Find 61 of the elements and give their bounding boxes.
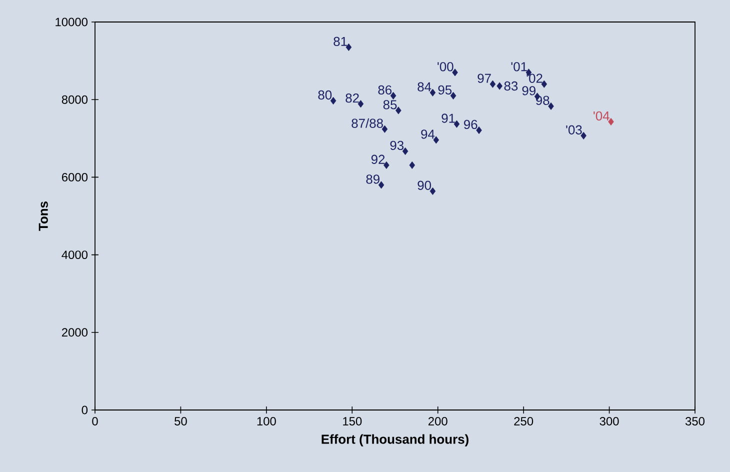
point — [346, 43, 352, 51]
annotation: 85 — [383, 100, 397, 110]
point — [496, 82, 502, 90]
point — [330, 96, 336, 105]
point — [476, 126, 482, 134]
point — [454, 120, 460, 128]
point — [541, 80, 548, 88]
y-axis-title: Tons — [38, 202, 48, 231]
annotation: 94 — [421, 130, 435, 139]
annotation: '00 — [438, 62, 454, 72]
annotation: '01 — [511, 62, 527, 72]
annotation: 95 — [438, 85, 452, 95]
annotation: 84 — [418, 82, 432, 92]
point — [430, 187, 436, 195]
annotation: 96 — [464, 120, 478, 130]
annotation: 93 — [390, 140, 404, 150]
point — [390, 92, 396, 100]
x-tick-label: 150 — [343, 417, 362, 426]
point — [433, 136, 440, 144]
y-tick-label: 2000 — [62, 328, 88, 337]
annotation: 82 — [346, 93, 359, 103]
point — [450, 92, 456, 100]
x-tick-label: 300 — [600, 417, 619, 426]
annotation: 99 — [522, 86, 536, 96]
point — [490, 80, 496, 88]
annotation: 87/88 — [352, 118, 383, 128]
x-tick-label: 100 — [257, 417, 276, 426]
point — [382, 125, 388, 133]
point — [580, 132, 586, 140]
annotation: 81 — [334, 36, 347, 46]
y-tick-label: 0 — [82, 406, 88, 414]
annotation: 86 — [378, 85, 392, 95]
annotation: '03 — [566, 125, 582, 134]
y-tick-label: 6000 — [62, 172, 88, 182]
x-tick-label: 350 — [685, 417, 705, 426]
annotation: '04 — [594, 111, 610, 121]
annotation: 80 — [318, 90, 332, 100]
annotation: 89 — [366, 174, 380, 184]
x-tick-label: 250 — [514, 417, 534, 426]
point — [396, 106, 402, 114]
y-tick-label: 10000 — [56, 18, 88, 26]
point — [384, 161, 390, 169]
annotation: 91 — [442, 114, 455, 123]
y-tick-label: 8000 — [62, 95, 88, 104]
point — [409, 161, 416, 169]
y-tick-label: 4000 — [62, 250, 88, 260]
annotation: 83 — [504, 81, 518, 91]
point — [402, 147, 408, 155]
point — [378, 181, 384, 189]
annotation: 92 — [371, 154, 385, 164]
x-tick-label: 0 — [92, 417, 98, 426]
annotation: 97 — [478, 74, 491, 83]
point — [452, 68, 458, 76]
x-tick-label: 50 — [174, 417, 187, 426]
annotation: '02 — [526, 74, 542, 83]
x-axis-title: Effort (Thousand hours) — [322, 434, 468, 446]
point — [608, 118, 614, 126]
x-tick-label: 200 — [428, 417, 448, 426]
point — [548, 102, 554, 110]
point — [358, 100, 364, 108]
annotation: 90 — [418, 180, 432, 190]
